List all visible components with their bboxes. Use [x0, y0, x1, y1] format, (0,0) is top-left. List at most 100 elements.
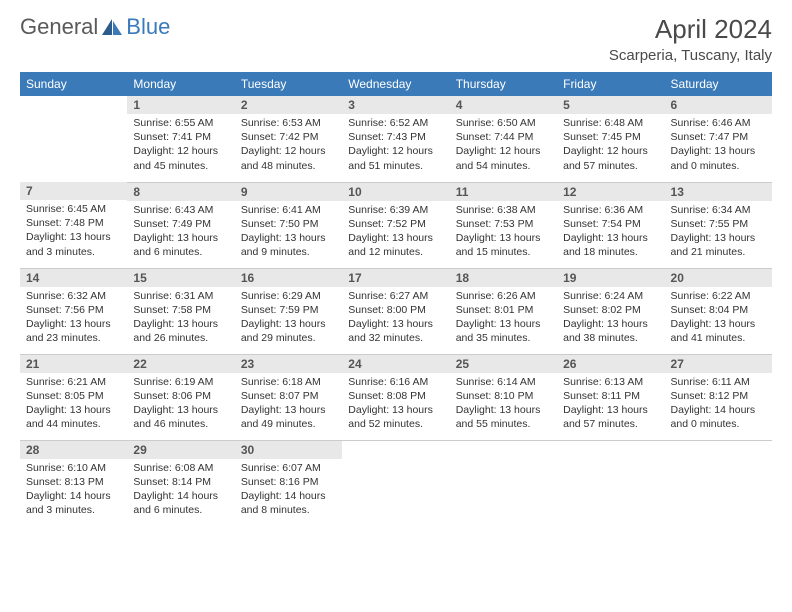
day-number: 6	[665, 96, 772, 114]
calendar-cell	[665, 440, 772, 526]
calendar-cell: 18Sunrise: 6:26 AMSunset: 8:01 PMDayligh…	[450, 268, 557, 354]
calendar-cell: 30Sunrise: 6:07 AMSunset: 8:16 PMDayligh…	[235, 440, 342, 526]
daylight-text: Daylight: 12 hours and 54 minutes.	[456, 144, 551, 172]
day-details: Sunrise: 6:41 AMSunset: 7:50 PMDaylight:…	[235, 201, 342, 264]
daylight-text: Daylight: 14 hours and 3 minutes.	[26, 489, 121, 517]
page-header: General Blue April 2024 Scarperia, Tusca…	[20, 14, 772, 64]
sunset-text: Sunset: 7:43 PM	[348, 130, 443, 144]
daylight-text: Daylight: 13 hours and 49 minutes.	[241, 403, 336, 431]
day-details: Sunrise: 6:27 AMSunset: 8:00 PMDaylight:…	[342, 287, 449, 350]
calendar-cell: 22Sunrise: 6:19 AMSunset: 8:06 PMDayligh…	[127, 354, 234, 440]
sunrise-text: Sunrise: 6:27 AM	[348, 289, 443, 303]
day-details: Sunrise: 6:14 AMSunset: 8:10 PMDaylight:…	[450, 373, 557, 436]
day-number: 20	[665, 269, 772, 287]
day-number: 10	[342, 183, 449, 201]
calendar-cell	[557, 440, 664, 526]
sunset-text: Sunset: 8:04 PM	[671, 303, 766, 317]
day-number: 30	[235, 441, 342, 459]
day-header-saturday: Saturday	[665, 72, 772, 96]
sunrise-text: Sunrise: 6:18 AM	[241, 375, 336, 389]
day-details: Sunrise: 6:36 AMSunset: 7:54 PMDaylight:…	[557, 201, 664, 264]
brand-text-general: General	[20, 14, 98, 40]
sunrise-text: Sunrise: 6:16 AM	[348, 375, 443, 389]
day-number: 22	[127, 355, 234, 373]
sunrise-text: Sunrise: 6:24 AM	[563, 289, 658, 303]
sunset-text: Sunset: 7:45 PM	[563, 130, 658, 144]
sunrise-text: Sunrise: 6:11 AM	[671, 375, 766, 389]
day-details: Sunrise: 6:18 AMSunset: 8:07 PMDaylight:…	[235, 373, 342, 436]
day-details: Sunrise: 6:07 AMSunset: 8:16 PMDaylight:…	[235, 459, 342, 522]
sunrise-text: Sunrise: 6:13 AM	[563, 375, 658, 389]
day-header-row: Sunday Monday Tuesday Wednesday Thursday…	[20, 72, 772, 96]
calendar-cell: 20Sunrise: 6:22 AMSunset: 8:04 PMDayligh…	[665, 268, 772, 354]
sunset-text: Sunset: 8:16 PM	[241, 475, 336, 489]
calendar-cell: 27Sunrise: 6:11 AMSunset: 8:12 PMDayligh…	[665, 354, 772, 440]
day-number: 24	[342, 355, 449, 373]
sunrise-text: Sunrise: 6:31 AM	[133, 289, 228, 303]
brand-sail-icon	[100, 17, 124, 37]
day-details: Sunrise: 6:38 AMSunset: 7:53 PMDaylight:…	[450, 201, 557, 264]
day-number: 1	[127, 96, 234, 114]
month-title: April 2024	[609, 14, 772, 45]
daylight-text: Daylight: 12 hours and 57 minutes.	[563, 144, 658, 172]
sunset-text: Sunset: 7:58 PM	[133, 303, 228, 317]
calendar-cell: 8Sunrise: 6:43 AMSunset: 7:49 PMDaylight…	[127, 182, 234, 268]
day-number: 14	[20, 269, 127, 287]
day-number: 26	[557, 355, 664, 373]
daylight-text: Daylight: 13 hours and 41 minutes.	[671, 317, 766, 345]
daylight-text: Daylight: 14 hours and 6 minutes.	[133, 489, 228, 517]
calendar-cell: 6Sunrise: 6:46 AMSunset: 7:47 PMDaylight…	[665, 96, 772, 182]
day-number: 7	[20, 182, 127, 200]
day-details: Sunrise: 6:46 AMSunset: 7:47 PMDaylight:…	[665, 114, 772, 177]
sunset-text: Sunset: 7:49 PM	[133, 217, 228, 231]
day-number: 3	[342, 96, 449, 114]
day-header-tuesday: Tuesday	[235, 72, 342, 96]
day-number: 28	[20, 441, 127, 459]
day-number: 27	[665, 355, 772, 373]
day-details: Sunrise: 6:16 AMSunset: 8:08 PMDaylight:…	[342, 373, 449, 436]
day-details: Sunrise: 6:24 AMSunset: 8:02 PMDaylight:…	[557, 287, 664, 350]
daylight-text: Daylight: 13 hours and 55 minutes.	[456, 403, 551, 431]
day-header-wednesday: Wednesday	[342, 72, 449, 96]
daylight-text: Daylight: 13 hours and 12 minutes.	[348, 231, 443, 259]
brand-logo: General Blue	[20, 14, 170, 40]
calendar-week-row: 7Sunrise: 6:45 AMSunset: 7:48 PMDaylight…	[20, 182, 772, 268]
calendar-cell: 28Sunrise: 6:10 AMSunset: 8:13 PMDayligh…	[20, 440, 127, 526]
sunset-text: Sunset: 8:05 PM	[26, 389, 121, 403]
location-text: Scarperia, Tuscany, Italy	[609, 47, 772, 64]
day-details: Sunrise: 6:31 AMSunset: 7:58 PMDaylight:…	[127, 287, 234, 350]
day-header-friday: Friday	[557, 72, 664, 96]
daylight-text: Daylight: 13 hours and 32 minutes.	[348, 317, 443, 345]
day-number: 5	[557, 96, 664, 114]
sunrise-text: Sunrise: 6:29 AM	[241, 289, 336, 303]
calendar-cell: 19Sunrise: 6:24 AMSunset: 8:02 PMDayligh…	[557, 268, 664, 354]
daylight-text: Daylight: 13 hours and 44 minutes.	[26, 403, 121, 431]
daylight-text: Daylight: 13 hours and 3 minutes.	[26, 230, 121, 258]
sunrise-text: Sunrise: 6:41 AM	[241, 203, 336, 217]
calendar-cell: 13Sunrise: 6:34 AMSunset: 7:55 PMDayligh…	[665, 182, 772, 268]
day-number: 17	[342, 269, 449, 287]
sunrise-text: Sunrise: 6:43 AM	[133, 203, 228, 217]
sunrise-text: Sunrise: 6:26 AM	[456, 289, 551, 303]
sunset-text: Sunset: 7:42 PM	[241, 130, 336, 144]
day-number: 9	[235, 183, 342, 201]
sunset-text: Sunset: 8:01 PM	[456, 303, 551, 317]
daylight-text: Daylight: 12 hours and 51 minutes.	[348, 144, 443, 172]
daylight-text: Daylight: 13 hours and 57 minutes.	[563, 403, 658, 431]
daylight-text: Daylight: 13 hours and 0 minutes.	[671, 144, 766, 172]
calendar-cell: 21Sunrise: 6:21 AMSunset: 8:05 PMDayligh…	[20, 354, 127, 440]
sunset-text: Sunset: 8:02 PM	[563, 303, 658, 317]
sunrise-text: Sunrise: 6:08 AM	[133, 461, 228, 475]
day-number: 25	[450, 355, 557, 373]
day-details: Sunrise: 6:48 AMSunset: 7:45 PMDaylight:…	[557, 114, 664, 177]
calendar-week-row: 21Sunrise: 6:21 AMSunset: 8:05 PMDayligh…	[20, 354, 772, 440]
day-number: 8	[127, 183, 234, 201]
sunrise-text: Sunrise: 6:38 AM	[456, 203, 551, 217]
sunrise-text: Sunrise: 6:21 AM	[26, 375, 121, 389]
day-details: Sunrise: 6:11 AMSunset: 8:12 PMDaylight:…	[665, 373, 772, 436]
sunset-text: Sunset: 7:56 PM	[26, 303, 121, 317]
sunset-text: Sunset: 7:41 PM	[133, 130, 228, 144]
sunrise-text: Sunrise: 6:36 AM	[563, 203, 658, 217]
daylight-text: Daylight: 13 hours and 15 minutes.	[456, 231, 551, 259]
day-number: 19	[557, 269, 664, 287]
